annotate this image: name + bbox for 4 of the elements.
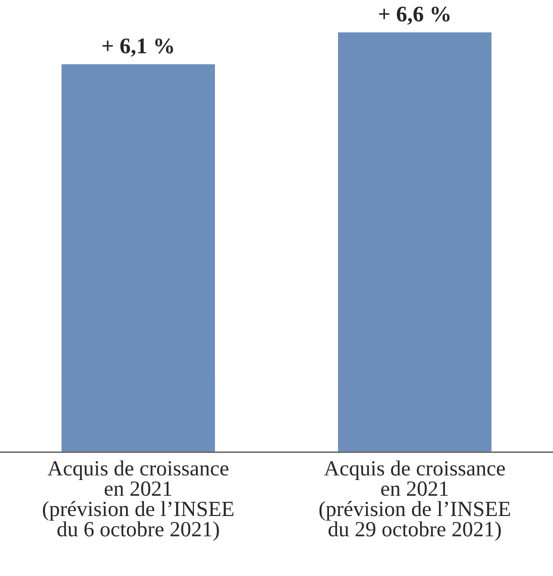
x-tick-label: Acquis de croissance en 2021 (prévision de l’INSEE du 6 octobre 2021) bbox=[42, 460, 234, 541]
data-label: + 6,1 % bbox=[102, 38, 174, 57]
data-label: + 6,6 % bbox=[379, 6, 450, 25]
x-tick-label: Acquis de croissance en 2021 (prévision de l’INSEE du 29 octobre 2021) bbox=[319, 460, 510, 541]
